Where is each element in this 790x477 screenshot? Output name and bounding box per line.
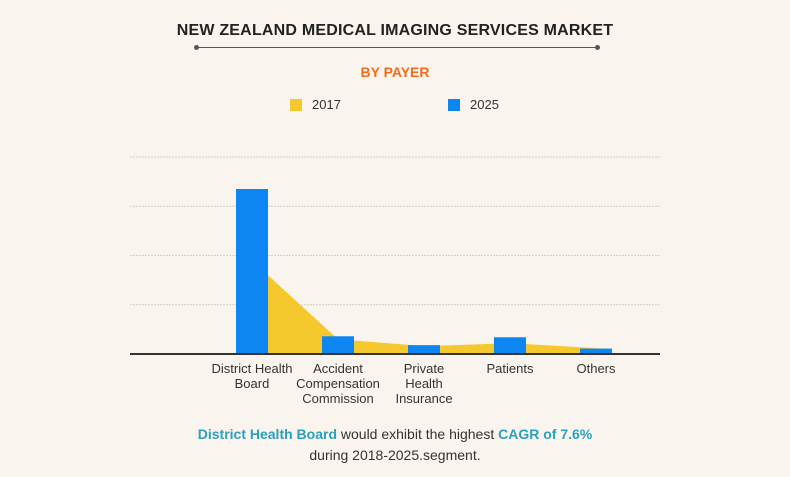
legend-label-2025: 2025: [470, 97, 499, 112]
legend-item-2025: 2025: [448, 97, 499, 112]
footnote-segment: District Health Board: [197, 426, 337, 442]
category-label-4: Others: [576, 361, 616, 376]
category-label-line: Commission: [302, 391, 374, 406]
bar-2025-0: [236, 189, 268, 354]
bar-2025-2: [408, 345, 440, 354]
title-divider: [196, 47, 598, 48]
area-series-2017: [268, 275, 612, 354]
legend-swatch-2017: [290, 98, 302, 111]
bar-2025-3: [494, 337, 526, 354]
footnote-period: during 2018-2025.segment.: [309, 447, 481, 463]
category-label-2: Private Health Insurance: [395, 361, 452, 406]
category-label-1: Accident Compensation Commission: [296, 361, 380, 406]
category-label-line: Others: [576, 361, 616, 376]
chart-footnote: District Health Board would exhibit the …: [0, 424, 790, 466]
category-label-line: District Health: [212, 361, 293, 376]
category-label-line: Health: [405, 376, 443, 391]
chart-subtitle: BY PAYER: [360, 64, 430, 80]
category-label-line: Patients: [487, 361, 534, 376]
divider-dot-right: [595, 45, 600, 50]
legend-swatch-2025: [448, 98, 460, 111]
chart-title: NEW ZEALAND MEDICAL IMAGING SERVICES MAR…: [176, 22, 614, 39]
category-label-3: Patients: [487, 361, 534, 376]
legend-item-2017: 2017: [290, 97, 341, 112]
bar-2025-4: [580, 348, 612, 354]
category-label-0: District Health Board: [212, 361, 293, 391]
bar-2025-1: [322, 336, 354, 354]
category-label-line: Private: [404, 361, 444, 376]
legend-label-2017: 2017: [312, 97, 341, 112]
category-label-line: Compensation: [296, 376, 380, 391]
category-label-line: Insurance: [395, 391, 452, 406]
footnote-text: would exhibit the highest: [337, 426, 499, 442]
category-label-line: Accident: [313, 361, 363, 376]
category-label-line: Board: [235, 376, 270, 391]
footnote-cagr: CAGR of 7.6%: [498, 426, 593, 442]
divider-dot-left: [194, 45, 199, 50]
